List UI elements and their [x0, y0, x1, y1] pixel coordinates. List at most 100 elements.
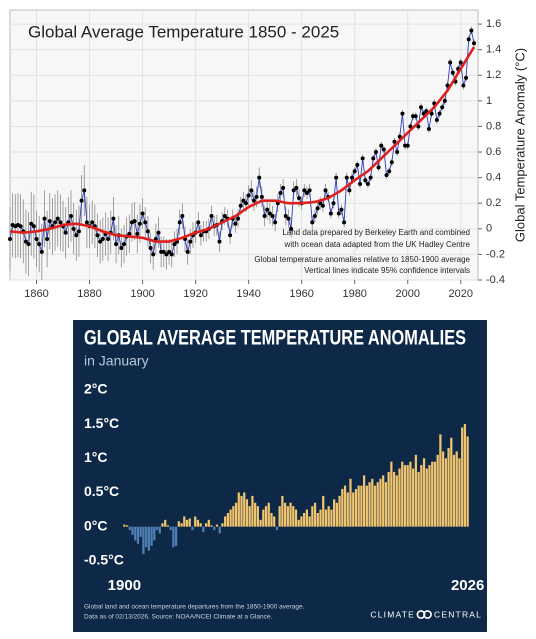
- bar: [401, 461, 404, 527]
- bar: [324, 509, 328, 527]
- data-point: [267, 211, 272, 216]
- data-point: [79, 198, 84, 203]
- data-point: [148, 246, 153, 251]
- y-tick-label: -0.4: [486, 274, 505, 286]
- data-point: [336, 211, 341, 216]
- bar: [316, 513, 319, 527]
- logo-text: CLIMATE: [370, 609, 415, 619]
- y-tick-label: 0°C: [84, 517, 108, 533]
- trend-line: [9, 46, 476, 243]
- data-point: [26, 242, 31, 247]
- x-tick-label: 1900: [108, 577, 141, 594]
- x-tick-label: 1960: [289, 288, 313, 300]
- data-point: [188, 239, 193, 244]
- data-point: [408, 124, 413, 129]
- bar: [226, 513, 230, 527]
- bar: [311, 506, 314, 527]
- bar: [289, 502, 292, 527]
- data-point: [151, 252, 156, 257]
- annotation: Global temperature anomalies relative to…: [254, 255, 470, 264]
- annotation: with ocean data adapted from the UK Hadl…: [284, 240, 471, 249]
- x-tick-label: 2000: [395, 288, 419, 300]
- x-tick-label: 2020: [449, 288, 473, 300]
- bar: [398, 468, 401, 527]
- bar: [183, 516, 186, 527]
- data-point: [222, 214, 227, 219]
- bar: [139, 526, 142, 537]
- bar: [264, 506, 268, 527]
- data-point: [469, 28, 474, 33]
- data-point: [466, 37, 471, 42]
- data-point: [169, 252, 174, 257]
- bar: [180, 523, 183, 527]
- data-point: [145, 229, 150, 234]
- data-point: [350, 175, 355, 180]
- bar: [442, 451, 445, 527]
- data-point: [400, 111, 405, 116]
- bar: [368, 482, 371, 527]
- data-point: [34, 237, 39, 242]
- data-point: [95, 233, 100, 238]
- bar: [305, 509, 309, 527]
- y-tick-label: 1.6: [486, 18, 501, 30]
- bar: [194, 516, 197, 527]
- data-point: [164, 252, 169, 257]
- bar: [327, 506, 330, 527]
- bar: [297, 519, 300, 527]
- data-point: [63, 230, 68, 235]
- data-point: [389, 160, 394, 165]
- data-point: [318, 201, 323, 206]
- data-point: [156, 230, 161, 235]
- bar: [463, 424, 467, 527]
- data-point: [53, 220, 58, 225]
- x-tick-label: 1940: [236, 288, 260, 300]
- bar: [365, 485, 368, 527]
- y-tick-label: 0: [486, 223, 492, 235]
- data-point: [395, 150, 400, 155]
- data-point: [76, 229, 81, 234]
- data-point: [127, 231, 132, 236]
- bar: [387, 471, 390, 527]
- bar: [123, 524, 126, 527]
- data-point: [376, 165, 381, 170]
- data-point: [98, 239, 103, 244]
- bar: [175, 526, 178, 546]
- bar: [455, 451, 458, 527]
- data-point: [71, 226, 76, 231]
- data-point: [424, 109, 429, 114]
- data-point: [236, 216, 241, 221]
- bar: [431, 461, 434, 527]
- plot-area: [9, 9, 479, 281]
- data-point: [251, 198, 256, 203]
- bar: [281, 495, 284, 527]
- bar: [384, 482, 388, 527]
- data-point: [55, 216, 60, 221]
- bar: [262, 509, 265, 527]
- data-point: [392, 139, 397, 144]
- bar: [409, 461, 412, 527]
- bar: [218, 526, 221, 534]
- data-point: [23, 239, 28, 244]
- data-point: [334, 175, 339, 180]
- footnote: Global land and ocean temperature depart…: [84, 604, 305, 611]
- bar: [158, 526, 161, 534]
- data-point: [442, 98, 447, 103]
- bar: [128, 526, 131, 531]
- data-point: [45, 237, 50, 242]
- bar: [248, 506, 251, 527]
- bar: [360, 485, 363, 527]
- footnote: Data as of 02/13/2026. Source: NOAA/NCEI…: [84, 614, 272, 621]
- data-point: [418, 105, 423, 110]
- bar: [286, 506, 289, 527]
- bar: [406, 465, 409, 527]
- data-point: [458, 60, 463, 65]
- bar: [333, 499, 336, 527]
- data-point: [379, 143, 384, 148]
- bar: [346, 492, 349, 527]
- y-tick-label: 1: [486, 95, 492, 107]
- bar: [373, 485, 377, 527]
- bar: [164, 519, 167, 527]
- data-point: [106, 237, 111, 242]
- data-point: [344, 175, 349, 180]
